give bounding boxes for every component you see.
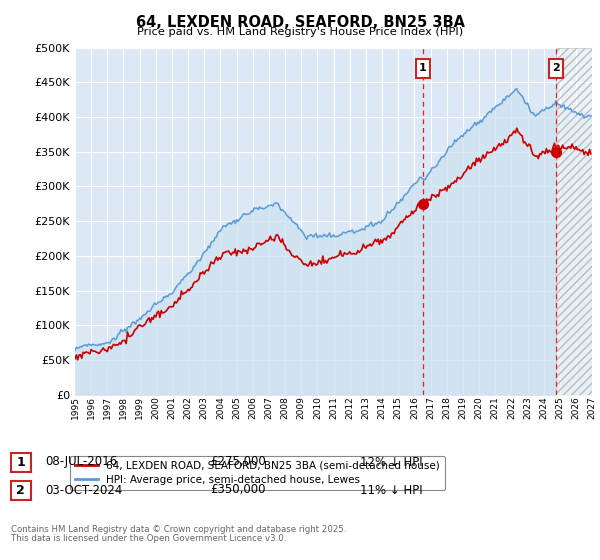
Text: £350,000: £350,000 <box>210 483 265 497</box>
Text: 1: 1 <box>16 456 25 469</box>
FancyBboxPatch shape <box>416 59 430 78</box>
Text: 2: 2 <box>552 63 560 73</box>
Text: 1: 1 <box>419 63 427 73</box>
Text: 12% ↓ HPI: 12% ↓ HPI <box>360 455 422 469</box>
Text: Price paid vs. HM Land Registry's House Price Index (HPI): Price paid vs. HM Land Registry's House … <box>137 27 463 37</box>
Text: £275,000: £275,000 <box>210 455 266 469</box>
Text: This data is licensed under the Open Government Licence v3.0.: This data is licensed under the Open Gov… <box>11 534 286 543</box>
FancyBboxPatch shape <box>550 59 563 78</box>
Text: Contains HM Land Registry data © Crown copyright and database right 2025.: Contains HM Land Registry data © Crown c… <box>11 525 346 534</box>
Text: 03-OCT-2024: 03-OCT-2024 <box>45 483 122 497</box>
Text: 08-JUL-2016: 08-JUL-2016 <box>45 455 117 469</box>
Text: 11% ↓ HPI: 11% ↓ HPI <box>360 483 422 497</box>
Text: 64, LEXDEN ROAD, SEAFORD, BN25 3BA: 64, LEXDEN ROAD, SEAFORD, BN25 3BA <box>136 15 464 30</box>
Legend: 64, LEXDEN ROAD, SEAFORD, BN25 3BA (semi-detached house), HPI: Average price, se: 64, LEXDEN ROAD, SEAFORD, BN25 3BA (semi… <box>70 456 445 490</box>
Text: 2: 2 <box>16 484 25 497</box>
